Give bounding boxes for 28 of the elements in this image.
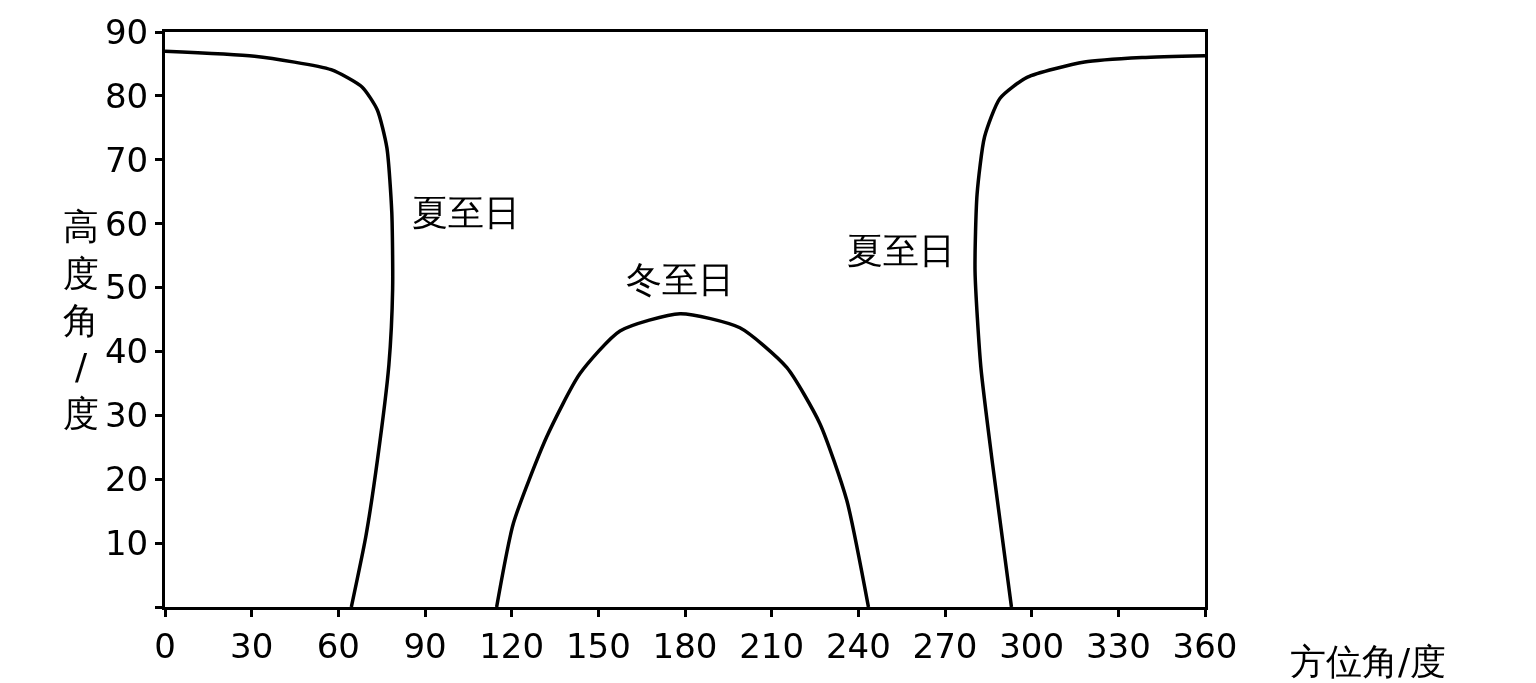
x-tick-label: 210 bbox=[739, 625, 805, 666]
y-tick-label: 10 bbox=[104, 523, 149, 564]
y-tick-label: 20 bbox=[104, 459, 149, 500]
y-tick-label: 50 bbox=[104, 267, 149, 308]
x-tick-label: 240 bbox=[825, 625, 891, 666]
series-label: 冬至日 bbox=[626, 259, 734, 300]
x-tick-label: 300 bbox=[999, 625, 1065, 666]
x-tick-label: 360 bbox=[1172, 625, 1238, 666]
y-tick-label: 90 bbox=[104, 11, 149, 52]
x-tick-label: 270 bbox=[912, 625, 978, 666]
x-tick-label: 150 bbox=[565, 625, 631, 666]
series-label: 夏至日 bbox=[847, 230, 955, 271]
x-tick-label: 0 bbox=[154, 625, 176, 666]
y-tick-label: 70 bbox=[104, 139, 149, 180]
line-series bbox=[494, 312, 871, 607]
y-axis-title: 高度角/度 bbox=[63, 206, 99, 435]
x-tick-label: 120 bbox=[479, 625, 545, 666]
y-tick-label: 30 bbox=[104, 395, 149, 436]
x-tick-label: 90 bbox=[403, 625, 447, 666]
x-tick-label: 180 bbox=[652, 625, 718, 666]
x-tick-label: 330 bbox=[1085, 625, 1151, 666]
x-tick-label: 30 bbox=[230, 625, 274, 666]
y-tick-label: 40 bbox=[104, 331, 149, 372]
x-tick-label: 60 bbox=[316, 625, 360, 666]
x-axis-title: 方位角/度 bbox=[1290, 641, 1447, 682]
y-tick-label: 60 bbox=[104, 203, 149, 244]
series-label: 夏至日 bbox=[412, 192, 520, 233]
y-tick-label: 80 bbox=[104, 75, 149, 116]
